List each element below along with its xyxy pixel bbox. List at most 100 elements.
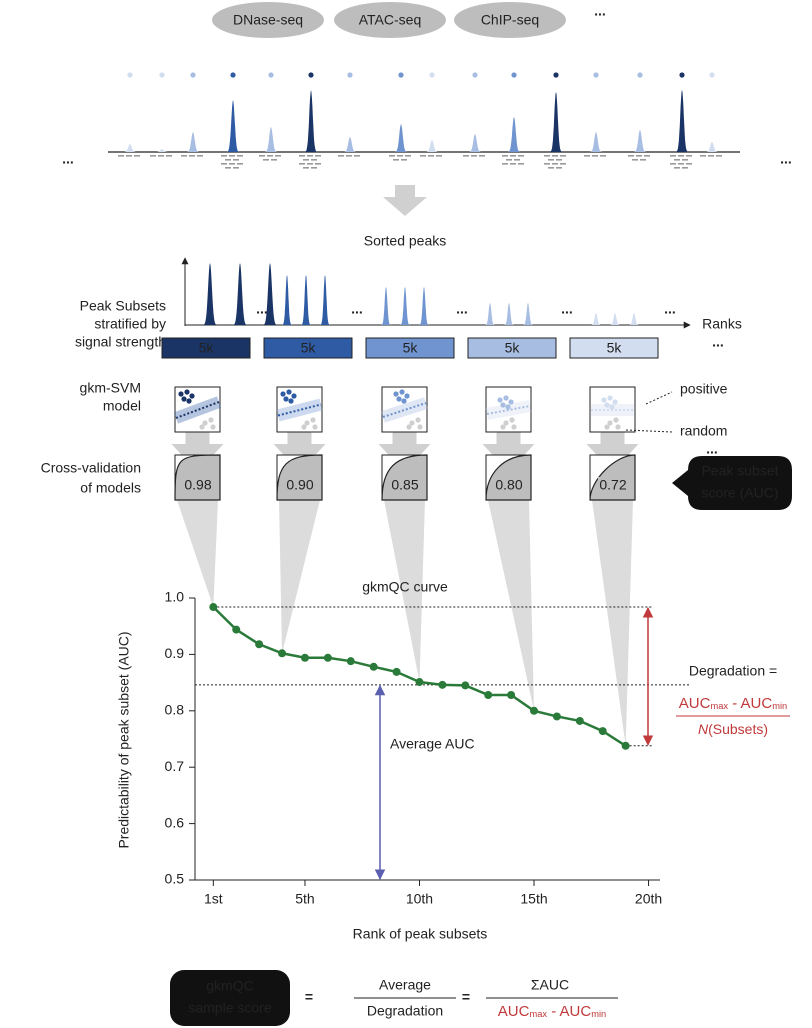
row-label: gkm-SVM — [80, 380, 141, 396]
positive-dot — [186, 398, 191, 403]
wedge — [488, 500, 534, 711]
cv-score: 0.98 — [184, 477, 211, 493]
assay-label: ChIP-seq — [481, 12, 539, 28]
assay-label: DNase-seq — [233, 12, 303, 28]
equals: = — [305, 989, 313, 1005]
sorted-peak — [299, 275, 313, 325]
random-dot — [310, 417, 315, 422]
positive-dot — [283, 396, 288, 401]
formula-degradation: Degradation — [367, 1003, 443, 1019]
peak — [423, 140, 441, 152]
read — [510, 163, 516, 165]
formula-part: AUC — [498, 1003, 530, 1020]
read — [686, 155, 692, 157]
down-arrow — [383, 185, 427, 216]
point — [301, 654, 309, 662]
legend-random: random — [680, 423, 727, 439]
peak — [184, 132, 202, 152]
read — [548, 167, 554, 169]
positive-dot — [607, 395, 612, 400]
read — [556, 159, 562, 161]
degradation-denominator: N(Subsets) — [698, 721, 768, 737]
random-dot — [509, 417, 514, 422]
subscript: max — [529, 1009, 547, 1019]
read — [354, 155, 360, 157]
read — [401, 159, 407, 161]
read — [584, 155, 590, 157]
read — [311, 159, 317, 161]
ellipsis: ... — [712, 334, 724, 350]
positive-dot — [508, 399, 513, 404]
positive-dot — [612, 399, 617, 404]
callout-text: Peak subset — [701, 463, 778, 479]
equals: = — [462, 989, 470, 1005]
read — [502, 155, 508, 157]
peak-dot — [398, 72, 403, 77]
read — [560, 163, 566, 165]
formula-range: AUCmax - AUCmin — [498, 1003, 606, 1020]
y-tick-label: 0.6 — [165, 814, 185, 830]
degradation-title: Degradation = — [689, 663, 777, 679]
read — [275, 155, 281, 157]
read — [674, 167, 680, 169]
read — [544, 155, 550, 157]
read — [134, 155, 140, 157]
sorted-peak — [398, 287, 412, 325]
callout-text: score (AUC) — [701, 485, 778, 501]
positive-dot — [288, 398, 293, 403]
read — [592, 155, 598, 157]
peak-dot — [190, 72, 195, 77]
formula-part: - AUC — [728, 695, 772, 712]
legend-positive: positive — [680, 381, 728, 397]
read — [514, 159, 520, 161]
point — [438, 681, 446, 689]
axis-label: Ranks — [702, 316, 742, 332]
read — [118, 155, 124, 157]
wedge — [592, 500, 633, 746]
positive-dot — [404, 393, 409, 398]
read — [271, 159, 277, 161]
read — [233, 159, 239, 161]
read — [682, 159, 688, 161]
read — [397, 155, 403, 157]
peak-dot — [230, 72, 235, 77]
y-tick-label: 0.7 — [165, 758, 185, 774]
row-label: stratified by — [94, 316, 166, 332]
peak-dot — [511, 72, 516, 77]
point — [576, 717, 584, 725]
average-label: Average AUC — [390, 736, 475, 752]
random-dot — [604, 424, 609, 429]
sorted-peak — [521, 303, 535, 325]
ellipsis: ... — [256, 301, 268, 317]
read — [229, 163, 235, 165]
read — [181, 155, 187, 157]
read — [502, 163, 508, 165]
point — [232, 626, 240, 634]
read — [670, 155, 676, 157]
read — [393, 159, 399, 161]
read — [674, 159, 680, 161]
point — [553, 712, 561, 720]
random-dot — [417, 424, 422, 429]
read — [166, 155, 172, 157]
ellipsis: ... — [780, 151, 792, 167]
point — [347, 657, 355, 665]
read — [150, 155, 156, 157]
read — [225, 167, 231, 169]
random-dot — [199, 424, 204, 429]
read — [716, 155, 722, 157]
positive-dot — [609, 404, 614, 409]
read — [420, 155, 426, 157]
read — [233, 167, 239, 169]
random-dot — [301, 424, 306, 429]
random-dot — [615, 424, 620, 429]
read — [560, 155, 566, 157]
peak — [302, 90, 320, 152]
read — [686, 163, 692, 165]
y-tick-label: 0.5 — [165, 871, 185, 887]
read — [303, 159, 309, 161]
sorted-peak — [608, 313, 622, 325]
read — [552, 163, 558, 165]
positive-dot — [601, 397, 606, 402]
peak — [341, 137, 359, 152]
